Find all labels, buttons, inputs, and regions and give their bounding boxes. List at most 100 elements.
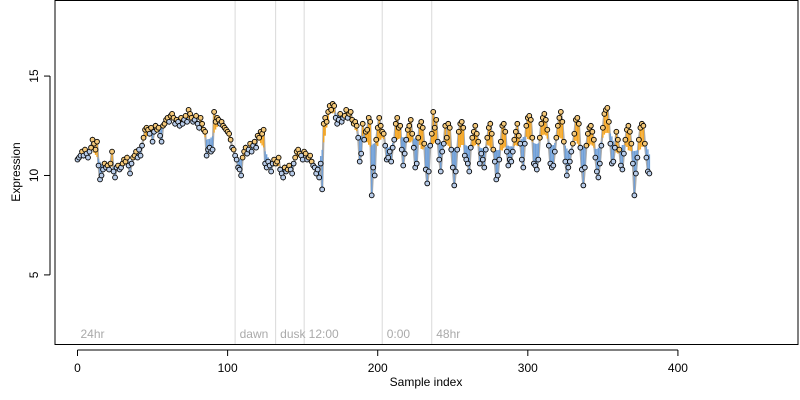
- data-point: [110, 168, 117, 175]
- data-point: [155, 124, 162, 131]
- data-point: [594, 168, 600, 175]
- data-point: [428, 130, 435, 137]
- data-point: [355, 134, 362, 141]
- data-point: [640, 122, 647, 129]
- data-point: [373, 136, 380, 143]
- data-point: [454, 146, 461, 153]
- region-label: dawn: [240, 327, 269, 341]
- data-point: [95, 162, 102, 169]
- data-point: [410, 144, 417, 151]
- data-point: [367, 118, 374, 125]
- data-point: [328, 107, 335, 113]
- data-point: [358, 150, 365, 157]
- data-point: [347, 109, 354, 115]
- data-point: [382, 142, 389, 149]
- data-point: [503, 148, 510, 155]
- data-point: [199, 120, 205, 127]
- data-point: [515, 132, 522, 139]
- region-label: 12:00: [309, 327, 339, 341]
- data-point: [535, 156, 542, 163]
- data-point: [364, 126, 371, 133]
- data-point: [488, 130, 495, 137]
- data-point: [627, 128, 633, 135]
- data-point: [538, 120, 545, 127]
- data-point: [238, 172, 244, 179]
- data-point: [433, 116, 440, 123]
- region-label: 0:00: [387, 327, 411, 341]
- data-point: [630, 160, 636, 167]
- data-point: [209, 146, 216, 153]
- data-point: [184, 118, 190, 125]
- data-point: [536, 134, 543, 141]
- data-point: [268, 168, 274, 175]
- data-point: [107, 160, 114, 167]
- data-point: [482, 146, 489, 153]
- data-point: [424, 180, 431, 187]
- data-point: [460, 124, 467, 131]
- data-point: [256, 134, 262, 141]
- data-point: [376, 114, 383, 121]
- data-point: [478, 150, 485, 157]
- data-point: [606, 118, 612, 125]
- data-point: [576, 120, 582, 127]
- data-point: [211, 109, 217, 115]
- series-lines: [76, 101, 651, 196]
- data-point: [550, 162, 557, 169]
- data-point: [585, 130, 591, 137]
- data-point: [361, 136, 368, 143]
- data-point: [380, 130, 387, 137]
- x-tick-label: 200: [368, 361, 388, 375]
- data-point: [604, 105, 611, 111]
- data-point: [226, 130, 232, 137]
- data-point: [377, 122, 384, 129]
- data-point: [368, 192, 375, 199]
- data-point: [565, 164, 572, 171]
- data-point: [553, 134, 560, 141]
- data-point: [563, 172, 570, 179]
- data-point: [343, 107, 350, 113]
- data-point: [551, 148, 558, 155]
- data-point: [92, 146, 99, 153]
- data-point: [85, 154, 91, 161]
- data-point: [397, 122, 404, 129]
- data-point: [529, 134, 536, 141]
- data-point: [419, 124, 426, 131]
- data-point: [613, 128, 620, 135]
- data-point: [400, 162, 407, 169]
- data-point: [452, 168, 459, 175]
- data-point: [556, 114, 563, 121]
- data-point: [511, 136, 518, 143]
- data-point: [497, 138, 504, 145]
- plot-frame: [54, 0, 799, 345]
- data-point: [124, 154, 130, 161]
- data-point: [289, 170, 296, 177]
- data-point: [642, 140, 648, 147]
- data-point: [643, 154, 650, 161]
- data-point: [491, 158, 498, 165]
- data-point: [437, 168, 444, 175]
- data-point: [290, 160, 297, 167]
- data-point: [610, 158, 617, 165]
- data-point: [580, 182, 587, 189]
- data-point: [574, 114, 581, 121]
- data-point: [197, 114, 204, 121]
- y-tick-label: 10: [27, 168, 41, 182]
- data-point: [589, 128, 596, 135]
- data-point: [158, 138, 165, 145]
- data-point: [554, 122, 561, 129]
- data-point: [443, 134, 450, 141]
- data-point: [202, 128, 208, 135]
- data-point: [388, 158, 395, 165]
- data-point: [466, 168, 473, 175]
- data-point: [398, 146, 405, 153]
- data-point: [106, 166, 112, 173]
- data-point: [521, 140, 528, 147]
- data-point: [182, 112, 189, 119]
- data-point: [631, 192, 638, 199]
- data-point: [407, 116, 414, 123]
- data-point: [196, 124, 202, 131]
- data-point: [625, 122, 632, 129]
- data-point: [421, 140, 428, 147]
- data-point: [634, 154, 641, 161]
- axes: 0 100 200 300 400 5 10 15: [27, 69, 688, 375]
